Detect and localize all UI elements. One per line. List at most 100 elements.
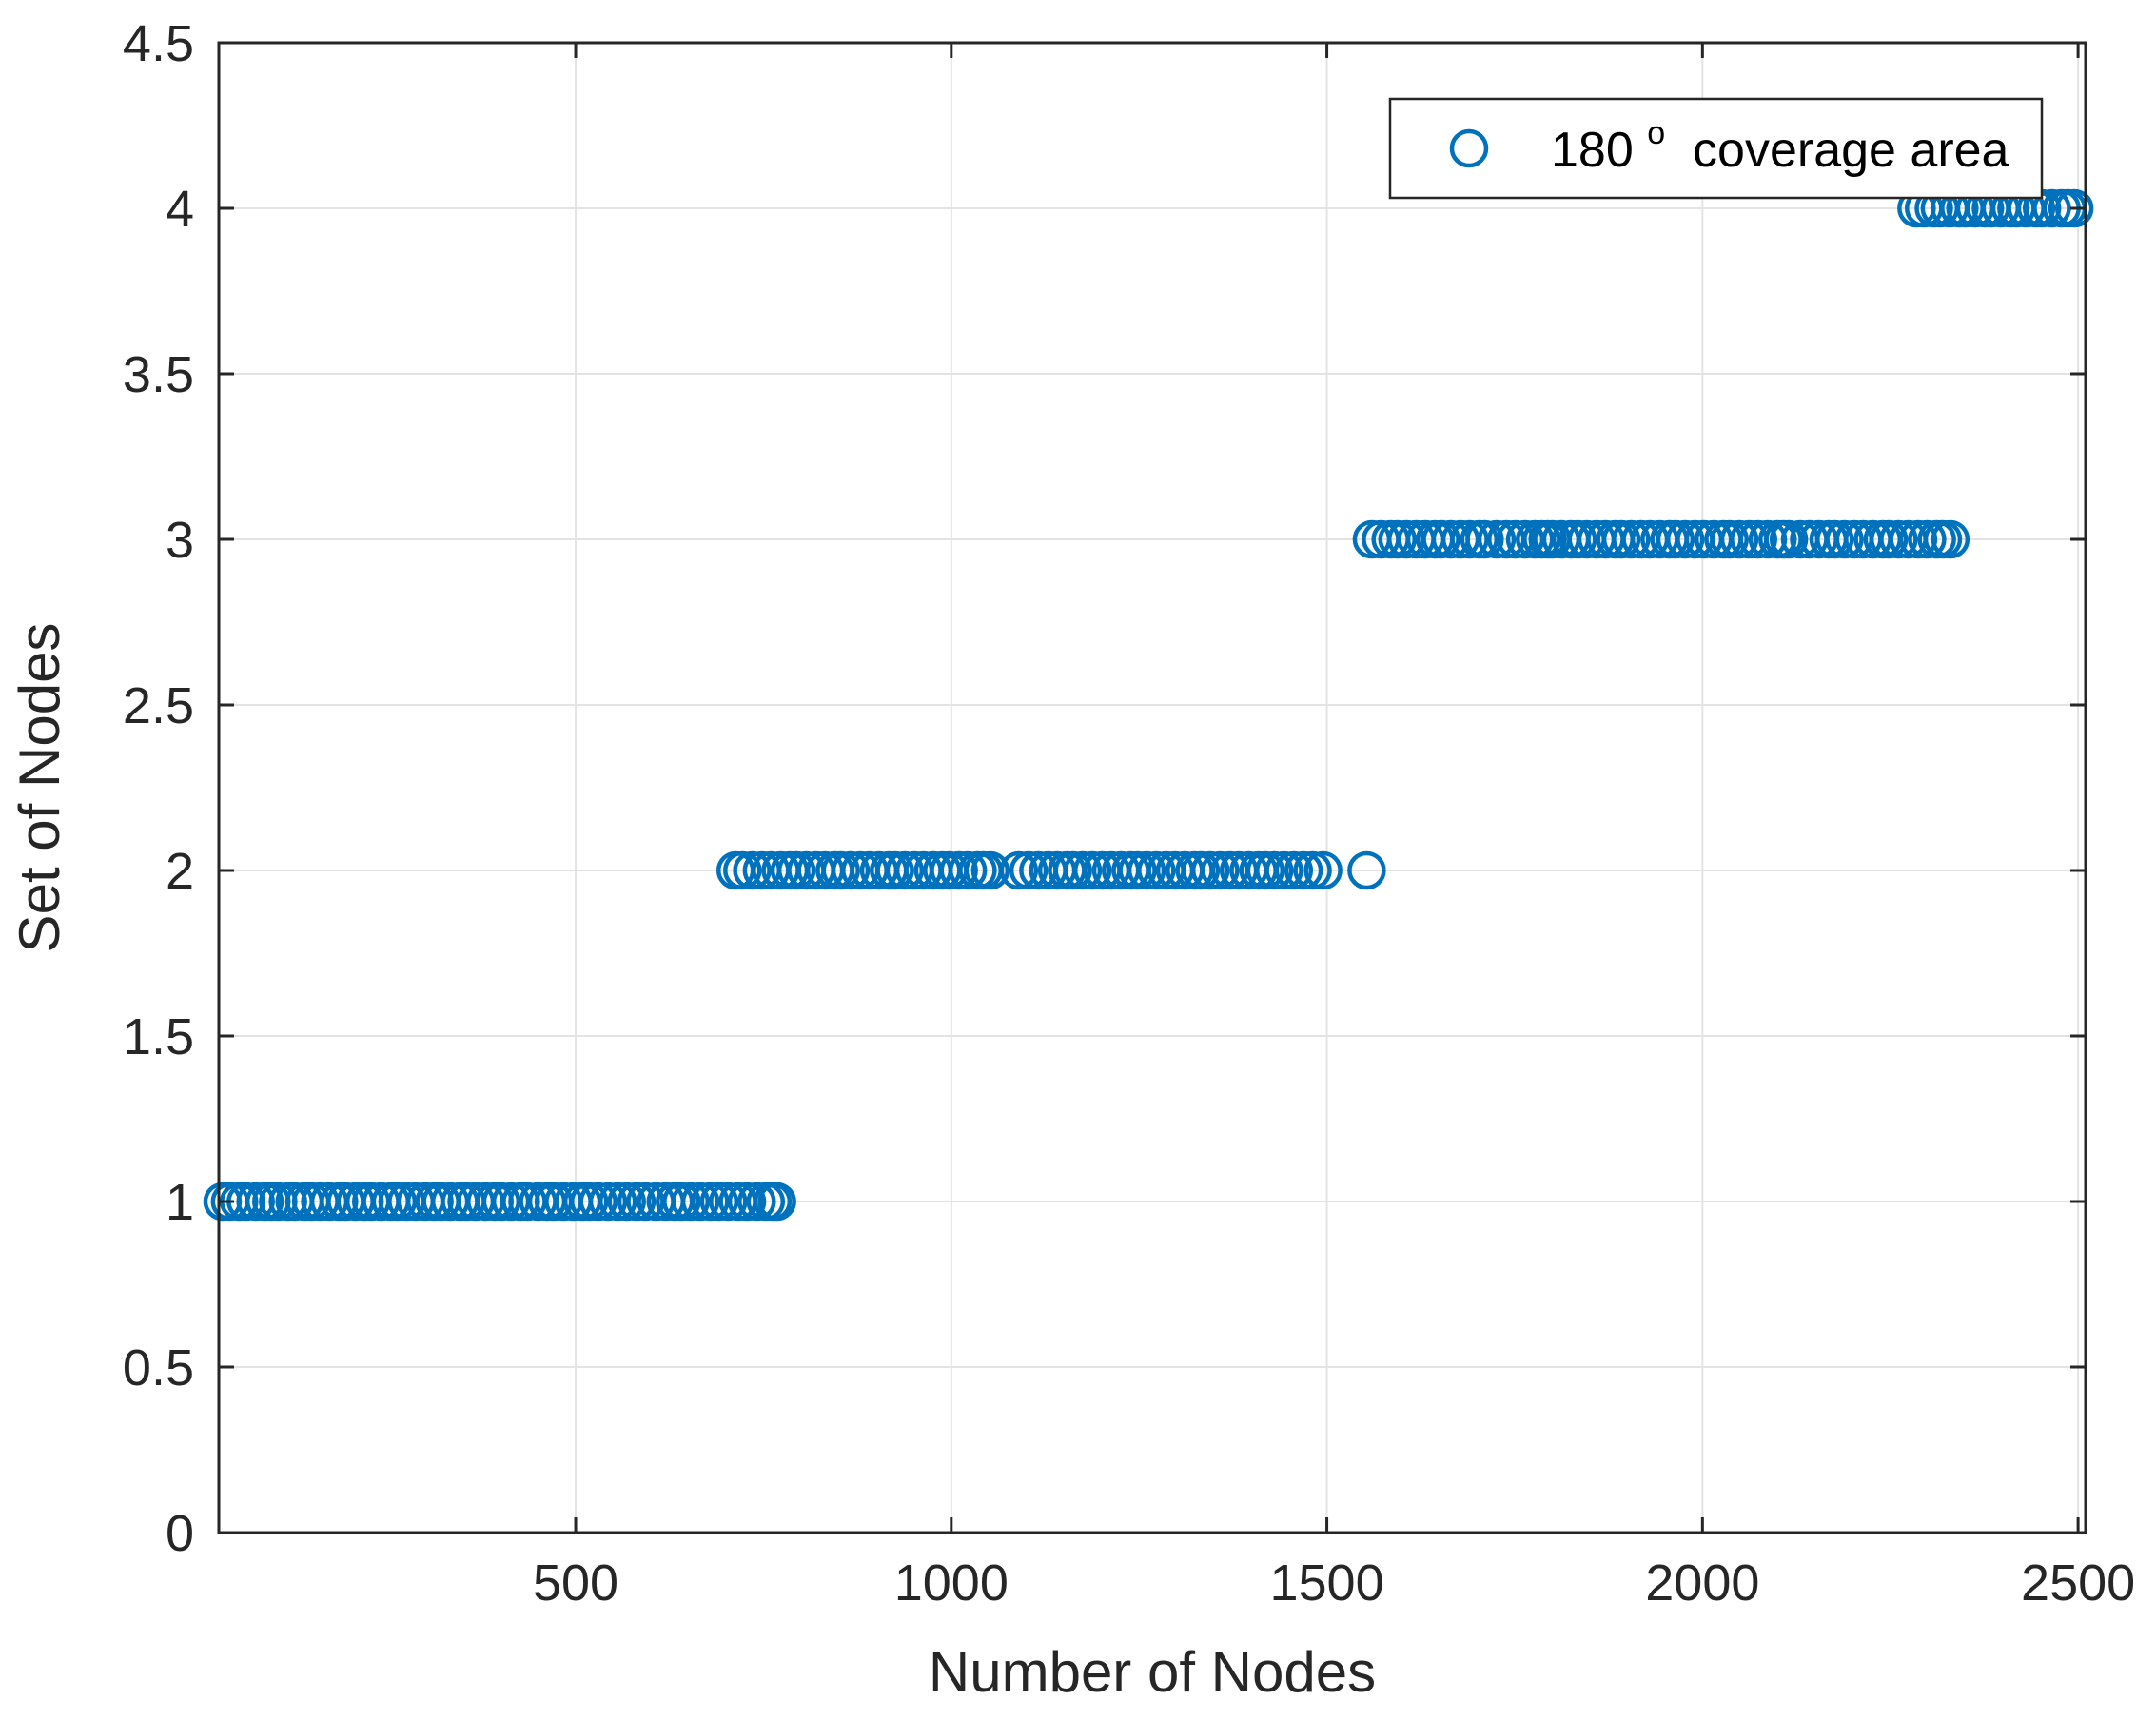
scatter-point <box>598 1182 637 1222</box>
scatter-point <box>723 850 762 890</box>
scatter-point <box>1378 519 1418 559</box>
axes-frame-layer <box>217 41 2087 1534</box>
scatter-point <box>737 1182 776 1222</box>
scatter-point <box>709 1182 748 1222</box>
scatter-point <box>1719 519 1759 559</box>
y-tick-label: 2 <box>166 843 194 900</box>
series-set-2 <box>715 850 1386 890</box>
y-tick-label: 3.5 <box>123 346 194 403</box>
y-tick-label: 2.5 <box>123 677 194 734</box>
scatter-point <box>1303 850 1343 890</box>
scatter-point <box>680 1182 720 1222</box>
scatter-point <box>699 1182 739 1222</box>
y-tick-label: 3 <box>166 512 194 569</box>
scatter-point <box>588 1182 628 1222</box>
legend-label-base: 180 <box>1551 123 1634 178</box>
scatter-point <box>727 1182 767 1222</box>
scatter-point <box>970 850 1010 890</box>
scatter-point <box>1255 850 1294 890</box>
y-tick-label: 0 <box>166 1505 194 1562</box>
scatter-point <box>1201 850 1240 890</box>
scatter-point <box>776 850 816 890</box>
scatter-point <box>1118 850 1157 890</box>
scatter-point <box>1264 850 1303 890</box>
scatter-point <box>1656 519 1695 559</box>
scatter-point <box>578 1182 617 1222</box>
scatter-point <box>939 850 978 890</box>
scatter-point <box>481 1182 521 1222</box>
scatter-point <box>733 850 772 890</box>
y-axis-label: Set of Nodes <box>8 623 71 953</box>
data-points-layer <box>203 188 2094 1222</box>
series-set-1 <box>203 1182 796 1222</box>
scatter-point <box>1477 519 1517 559</box>
series-set-3 <box>1352 519 1970 559</box>
scatter-point <box>617 1182 657 1222</box>
scatter-point <box>831 850 871 890</box>
legend-label-superscript: o <box>1647 115 1665 151</box>
scatter-point <box>1612 519 1651 559</box>
scatter-point <box>1421 519 1460 559</box>
scatter-point <box>1181 850 1221 890</box>
y-tick-label: 1 <box>166 1174 194 1231</box>
scatter-point <box>948 850 988 890</box>
scatter-point <box>671 1182 711 1222</box>
scatter-point <box>1879 519 1918 559</box>
x-tick-label: 2500 <box>2021 1554 2135 1612</box>
tick-labels-layer: 500 1000 1500 2000 2500 0 0.5 1 1.5 2 2.5 3 3.5 4 4.5 <box>123 15 2135 1612</box>
scatter-point <box>607 1182 646 1222</box>
scatter-point <box>1738 519 1778 559</box>
legend: 180 o coverage area <box>1388 97 2044 200</box>
grid-layer <box>219 43 2086 1533</box>
y-tick-label: 4 <box>166 181 194 238</box>
scatter-point <box>1190 850 1230 890</box>
y-tick-label: 0.5 <box>123 1339 194 1397</box>
x-tick-label: 500 <box>533 1554 618 1612</box>
scatter-point <box>1450 519 1489 559</box>
scatter-point <box>1063 850 1103 890</box>
scatter-point <box>2032 188 2071 228</box>
y-tick-label: 4.5 <box>123 15 194 72</box>
scatter-point <box>1465 519 1504 559</box>
scatter-point <box>691 1182 730 1222</box>
scatter-point <box>1769 519 1809 559</box>
scatter-point <box>1347 850 1386 890</box>
scatter-point <box>1284 850 1323 890</box>
scatter-point <box>1293 850 1332 890</box>
scatter-point <box>1245 850 1285 890</box>
y-tick-label: 1.5 <box>123 1008 194 1065</box>
scatter-point <box>1665 519 1705 559</box>
scatter-point <box>1137 850 1176 890</box>
scatter-point <box>2054 188 2094 228</box>
scatter-point <box>1072 850 1112 890</box>
scatter-point <box>999 850 1039 890</box>
scatter-point <box>1869 519 1909 559</box>
x-tick-label: 1500 <box>1269 1554 1383 1612</box>
scatter-point <box>1710 519 1750 559</box>
scatter-point <box>1127 850 1166 890</box>
scatter-point <box>875 850 914 890</box>
scatter-point <box>662 1182 701 1222</box>
scatter-point <box>1601 519 1641 559</box>
scatter-point <box>1825 519 1864 559</box>
legend-box <box>1388 97 2044 200</box>
legend-entry-label: 180 o coverage area <box>1551 100 2009 178</box>
scatter-point <box>1908 519 1947 559</box>
tick-marks-layer <box>219 41 2086 1534</box>
scatter-point <box>1009 850 1049 890</box>
legend-label-rest: coverage area <box>1679 123 2009 178</box>
axes-box <box>217 41 2087 1534</box>
scatter-point <box>1815 519 1854 559</box>
scatter-point <box>1931 519 1970 559</box>
legend-marker-circle-icon <box>1449 128 1489 168</box>
scatter-point <box>1558 519 1597 559</box>
scatter-point <box>569 1182 609 1222</box>
x-axis-label: Number of Nodes <box>929 1640 1376 1704</box>
x-tick-label: 2000 <box>1645 1554 1759 1612</box>
scatter-point <box>1053 850 1092 890</box>
x-tick-label: 1000 <box>894 1554 1009 1612</box>
scatter-point <box>1274 850 1314 890</box>
scatter-point <box>378 1182 418 1222</box>
